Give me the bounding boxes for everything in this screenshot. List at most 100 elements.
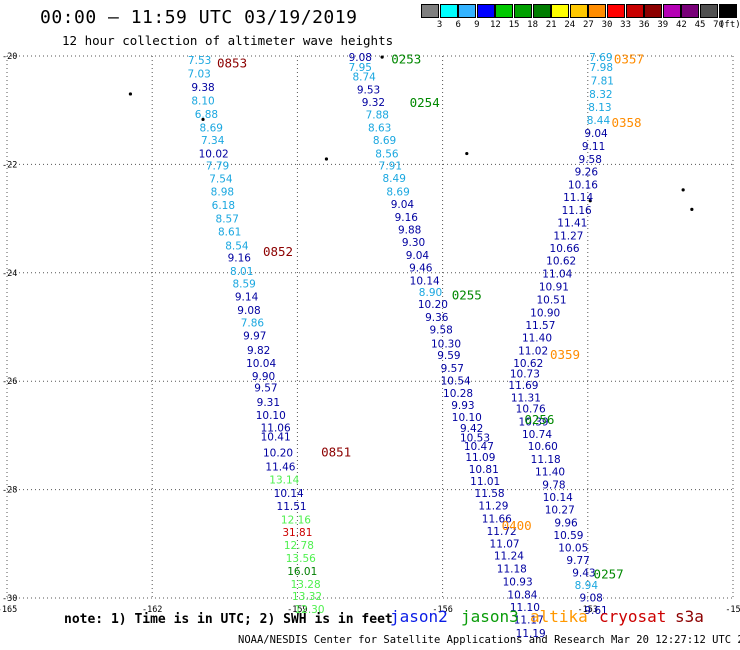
- swh-label: 10.16: [568, 179, 598, 191]
- x-tick-label: -15: [725, 605, 740, 615]
- swh-label: 10.05: [558, 543, 588, 555]
- swh-label: 8.13: [588, 102, 611, 114]
- swh-label: 11.18: [497, 564, 527, 576]
- swh-label: 6.88: [195, 109, 218, 121]
- swh-label: 7.95: [349, 62, 372, 74]
- legend-swatch: [532, 4, 551, 18]
- swh-label: 10.91: [539, 281, 569, 293]
- legend-label: 24: [564, 20, 576, 30]
- legend-swatch: [644, 4, 663, 18]
- swh-label: 10.14: [410, 275, 440, 287]
- y-tick-label: -30: [2, 594, 17, 604]
- swh-label: 9.04: [391, 199, 415, 211]
- swh-label: 13.14: [269, 474, 299, 486]
- swh-label: 10.20: [263, 448, 293, 460]
- swh-label: 11.40: [535, 467, 565, 479]
- x-tick-label: -165: [0, 605, 17, 615]
- pass-time-label: 0357: [614, 52, 644, 67]
- legend-swatch: [476, 4, 495, 18]
- swh-label: 7.79: [206, 160, 229, 172]
- swh-label: 8.98: [211, 187, 234, 199]
- swh-label: 6.18: [212, 200, 235, 212]
- x-tick-label: -153: [578, 605, 598, 615]
- legend-label: 70: [713, 20, 725, 30]
- swh-label: 8.61: [218, 227, 241, 239]
- swh-label: 13.32: [292, 591, 322, 603]
- x-tick-label: -159: [287, 605, 307, 615]
- swh-label: 16.01: [287, 566, 317, 578]
- legend-swatch: [681, 4, 700, 18]
- legend-swatch: [588, 4, 607, 18]
- swh-label: 7.88: [366, 110, 389, 122]
- swh-label: 12.16: [281, 514, 311, 526]
- island-marker: [380, 55, 384, 59]
- swh-label: 7.34: [201, 135, 225, 147]
- swh-label: 10.41: [261, 431, 291, 443]
- swh-label: 10.10: [452, 412, 482, 424]
- swh-label: 9.57: [441, 363, 464, 375]
- y-tick-label: -26: [2, 377, 17, 387]
- swh-label: 11.69: [508, 380, 538, 392]
- swh-label: 10.66: [550, 243, 580, 255]
- swh-label: 9.30: [402, 237, 425, 249]
- swh-label: 7.91: [379, 160, 402, 172]
- swh-label: 10.02: [199, 149, 229, 161]
- swh-label: 11.02: [518, 345, 548, 357]
- legend-swatch: [458, 4, 477, 18]
- swh-label: 9.61: [584, 605, 607, 617]
- swh-label: 10.90: [530, 307, 560, 319]
- swh-label: 9.04: [406, 250, 430, 262]
- swh-label: 11.10: [510, 602, 540, 614]
- legend-label: 36: [638, 20, 650, 30]
- swh-label: 8.54: [225, 241, 249, 253]
- swh-label: 13.56: [286, 553, 316, 565]
- swh-label: 8.69: [386, 187, 409, 199]
- pass-time-label: 0853: [217, 56, 247, 71]
- swh-label: 8.59: [232, 279, 255, 291]
- swh-label: 10.54: [441, 376, 471, 388]
- pass-time-label: 0257: [594, 567, 624, 582]
- swh-label: 9.90: [252, 371, 275, 383]
- swh-label: 9.38: [191, 82, 214, 94]
- swh-label: 8.69: [373, 135, 396, 147]
- swh-label: 11.09: [465, 452, 495, 464]
- legend-label: 9: [474, 20, 480, 30]
- swh-label: 11.51: [277, 501, 307, 513]
- swh-label: 11.16: [562, 205, 592, 217]
- legend-jason3: jason3: [461, 607, 519, 626]
- swh-label: 9.57: [254, 383, 277, 395]
- swh-label: 9.58: [579, 154, 602, 166]
- legend-swatch: [421, 4, 439, 18]
- swh-label: 7.86: [241, 318, 265, 330]
- x-tick-label: -162: [142, 605, 162, 615]
- swh-label: 9.77: [566, 555, 589, 567]
- swh-label: 9.82: [247, 345, 270, 357]
- legend-swatch: [514, 4, 532, 18]
- y-tick-label: -24: [2, 269, 17, 279]
- swh-label: 11.41: [557, 217, 587, 229]
- pass-time-label: 0400: [502, 518, 532, 533]
- swh-label: 10.14: [543, 492, 573, 504]
- legend-label: 30: [601, 20, 613, 30]
- swh-label: 8.44: [587, 115, 611, 127]
- swh-label: 10.93: [503, 577, 533, 589]
- swh-label: 10.51: [536, 294, 566, 306]
- pass-time-label: 0256: [524, 412, 554, 427]
- swh-label: 10.39: [519, 416, 549, 428]
- swh-label: 9.97: [243, 331, 266, 343]
- swh-label: 8.56: [375, 149, 399, 161]
- legend-swatch: [551, 4, 570, 18]
- swh-label: 11.19: [516, 628, 546, 640]
- swh-label: 8.69: [200, 123, 223, 135]
- swh-label: 9.58: [429, 325, 452, 337]
- swh-label: 9.43: [572, 568, 595, 580]
- island-marker: [690, 207, 694, 211]
- swh-label: 9.31: [257, 397, 280, 409]
- swh-label: 11.72: [487, 526, 517, 538]
- legend-label: 3: [436, 20, 443, 30]
- swh-label: 11.14: [563, 192, 593, 204]
- swh-label: 10.81: [469, 464, 499, 476]
- swh-label: 10.73: [510, 369, 540, 381]
- swh-label: 9.53: [357, 85, 380, 97]
- swh-label: 12.30: [294, 604, 324, 616]
